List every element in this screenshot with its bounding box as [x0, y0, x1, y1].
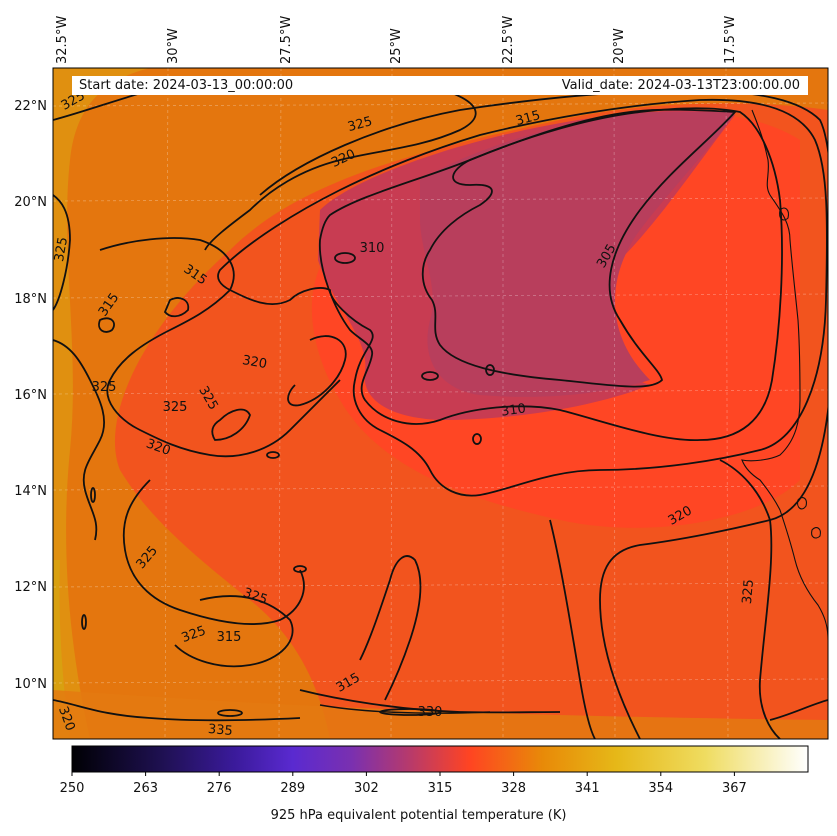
contour-label: 315 [217, 630, 242, 645]
longitude-label: 25°W [389, 28, 404, 64]
map-frame [52, 67, 829, 740]
contour-label: 325 [740, 579, 757, 605]
latitude-labels: 22°N 20°N 18°N 16°N 14°N 12°N 10°N [14, 99, 47, 692]
longitude-label: 22.5°W [501, 16, 516, 64]
contour-label: 330 [418, 705, 443, 720]
colorbar [71, 745, 809, 773]
contour-label: 325 [346, 114, 374, 135]
latitude-label: 22°N [14, 99, 47, 114]
longitude-label: 20°W [612, 28, 627, 64]
contour-label: 320 [241, 353, 268, 372]
contour-label: 325 [92, 380, 117, 395]
colorbar-title: 925 hPa equivalent potential temperature… [270, 808, 567, 823]
colorbar-tick-label: 367 [722, 781, 747, 796]
colorbar-tick-label: 341 [575, 781, 600, 796]
valid-date: Valid_date: 2024-03-13T23:00:00.00 [561, 78, 800, 93]
longitude-label: 17.5°W [723, 16, 738, 64]
colorbar-ticks: 250 263 276 289 302 315 328 341 354 367 [60, 772, 747, 796]
colorbar-tick-label: 250 [60, 781, 85, 796]
graticule [53, 68, 828, 739]
colorbar-tick-label: 302 [354, 781, 379, 796]
colorbar-tick-label: 328 [501, 781, 526, 796]
latitude-label: 18°N [14, 292, 47, 307]
longitude-labels: 32.5°W 30°W 27.5°W 25°W 22.5°W 20°W 17.5°W [55, 16, 738, 64]
colorbar-tick-label: 354 [648, 781, 673, 796]
colorbar-tick-label: 276 [207, 781, 232, 796]
colorbar-tick-label: 289 [280, 781, 305, 796]
longitude-label: 30°W [166, 28, 181, 64]
colorbar-tick-label: 263 [133, 781, 158, 796]
contour-label: 325 [163, 400, 188, 415]
latitude-label: 10°N [14, 677, 47, 692]
coastline [741, 109, 828, 641]
latitude-label: 12°N [14, 580, 47, 595]
longitude-label: 27.5°W [279, 16, 294, 64]
longitude-label: 32.5°W [55, 16, 70, 64]
contour-label: 325 [52, 236, 71, 263]
contour-label: 310 [500, 401, 527, 419]
contour-label: 335 [207, 722, 233, 739]
colorbar-tick-label: 315 [428, 781, 453, 796]
temperature-field [53, 68, 828, 739]
contour-label: 310 [360, 241, 385, 256]
latitude-label: 14°N [14, 484, 47, 499]
latitude-label: 20°N [14, 195, 47, 210]
latitude-label: 16°N [14, 388, 47, 403]
contour-label: 315 [514, 108, 542, 129]
date-info-bar: Start date: 2024-03-13_00:00:00 Valid_da… [72, 76, 808, 95]
start-date: Start date: 2024-03-13_00:00:00 [79, 78, 294, 93]
